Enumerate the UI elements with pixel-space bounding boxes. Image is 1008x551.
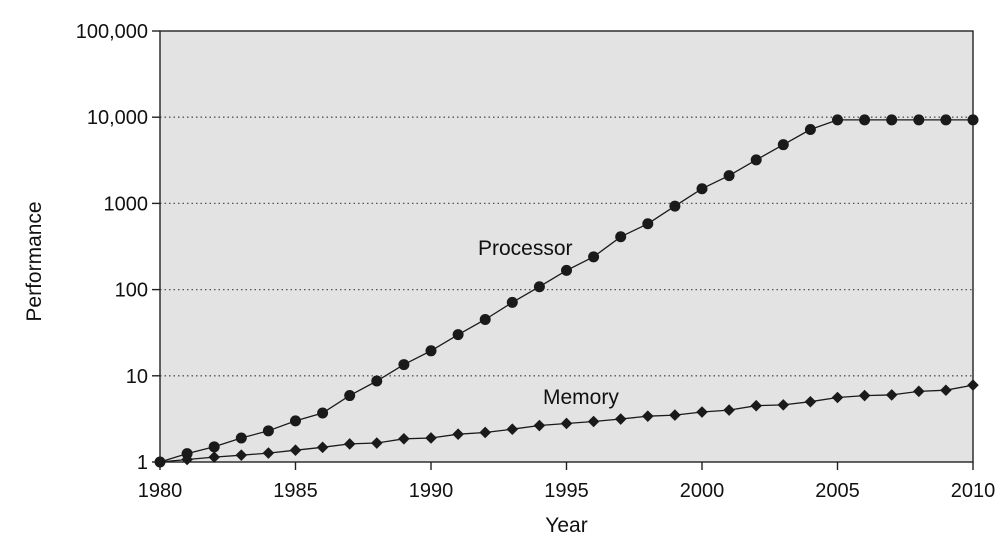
data-point-memory (452, 428, 464, 441)
ticks: 1 10 100 1000 10,000 100,000 1980 1985 1990 1995 2… (76, 21, 996, 502)
data-point-processor (832, 114, 843, 126)
data-point-processor (506, 296, 518, 308)
data-point-memory (289, 444, 302, 457)
data-point-processor (588, 251, 600, 263)
x-tick-label: 2010 (951, 480, 996, 502)
data-point-memory (642, 410, 654, 422)
data-point-memory (669, 409, 681, 421)
data-point-processor (967, 114, 979, 126)
data-point-processor (452, 329, 464, 341)
data-point-processor (669, 200, 681, 212)
data-point-memory (154, 456, 166, 468)
data-point-processor (913, 114, 925, 126)
data-point-processor (886, 114, 898, 126)
data-point-processor (615, 231, 627, 243)
plot-area (160, 31, 973, 462)
series-label-processor: Processor (478, 237, 573, 260)
data-point-memory (885, 389, 898, 401)
x-tick-label: 2000 (680, 480, 725, 502)
data-point-memory (696, 406, 708, 418)
y-tick-label: 1 (137, 452, 148, 474)
data-point-processor (804, 123, 816, 135)
y-tick-label: 10,000 (87, 107, 148, 129)
gridlines (160, 116, 973, 377)
series-markers (154, 114, 979, 468)
data-point-processor (642, 218, 654, 230)
data-point-processor (262, 425, 274, 437)
data-point-memory (262, 447, 275, 459)
data-point-processor (317, 407, 329, 419)
data-point-memory (858, 389, 871, 402)
data-point-processor (859, 114, 871, 126)
data-point-processor (181, 448, 193, 460)
series-label-memory: Memory (543, 386, 619, 409)
data-point-processor (479, 313, 491, 325)
y-tick-label: 100 (115, 280, 148, 302)
data-point-memory (506, 423, 519, 436)
data-point-memory (777, 399, 790, 411)
x-tick-label: 1985 (273, 480, 318, 502)
data-point-processor (561, 264, 572, 276)
data-point-memory (208, 451, 220, 463)
x-tick-label: 1980 (138, 480, 183, 502)
data-point-memory (479, 426, 491, 439)
data-point-processor (344, 390, 356, 402)
data-point-processor (777, 139, 789, 151)
data-point-memory (614, 413, 627, 425)
data-point-memory (425, 432, 437, 444)
data-point-processor (723, 170, 735, 182)
data-point-memory (181, 453, 193, 466)
data-point-processor (290, 415, 301, 427)
x-tick-label: 2005 (815, 480, 860, 502)
data-point-memory (587, 415, 600, 428)
data-point-processor (750, 154, 762, 166)
y-tick-label: 1000 (104, 193, 149, 215)
x-tick-label: 1990 (409, 480, 454, 502)
data-point-memory (343, 438, 356, 450)
data-point-memory (804, 395, 817, 408)
data-point-memory (967, 379, 979, 391)
x-tick-label: 1995 (544, 480, 589, 502)
data-point-processor (696, 183, 708, 195)
data-point-processor (425, 345, 437, 357)
data-point-memory (750, 399, 762, 412)
x-axis-title: Year (545, 514, 587, 537)
data-point-memory (316, 441, 329, 454)
data-point-memory (533, 419, 546, 432)
data-point-memory (560, 417, 573, 430)
data-point-processor (235, 432, 247, 444)
data-point-memory (398, 432, 410, 445)
data-point-processor (371, 375, 383, 387)
data-point-memory (371, 437, 383, 449)
data-point-memory (831, 391, 844, 404)
y-axis-title: Performance (23, 201, 46, 321)
y-tick-label: 100,000 (76, 21, 148, 43)
data-point-memory (723, 404, 735, 416)
data-point-memory (913, 385, 925, 398)
data-point-processor (208, 441, 220, 453)
data-point-processor (940, 114, 952, 126)
data-point-memory (940, 384, 952, 397)
y-tick-label: 10 (126, 366, 148, 388)
data-point-processor (533, 281, 545, 293)
data-point-memory (235, 449, 248, 461)
data-point-processor (398, 359, 410, 371)
